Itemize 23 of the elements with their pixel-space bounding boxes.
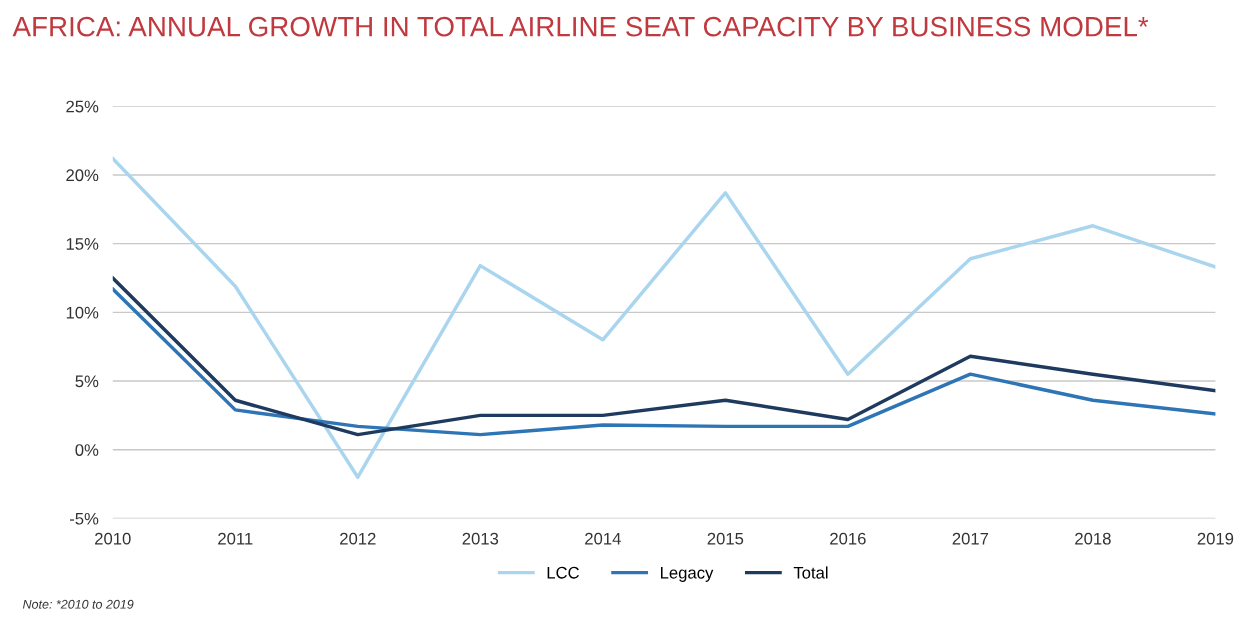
legend-label: Total [793,566,828,579]
line-series [112,156,1216,479]
y-tick-label: 25% [66,100,99,113]
x-tick-label: 2019 [1197,532,1234,545]
legend-label: Legacy [660,567,714,582]
chart-title: AFRICA: ANNUAL GROWTH IN TOTAL AIRLINE SEAT CAPACITY BY BUSINESS MODEL* [12,16,1149,37]
y-tick-label: -5% [69,512,99,525]
x-tick-label: 2013 [462,532,499,545]
legend-label: LCC [547,566,579,579]
x-tick-label: 2011 [218,532,253,545]
x-tick-label: 2014 [585,532,621,545]
x-tick-label: 2012 [340,532,376,545]
x-tick-label: 2018 [1075,532,1111,545]
text: Note: *2010 to 2019 [22,599,134,609]
y-tick-label: 10% [66,306,99,319]
x-tick-label: 2017 [952,532,989,545]
x-tick-label: 2016 [830,532,866,545]
y-tick-label: 15% [66,238,99,250]
y-tick-label: 5% [75,375,99,388]
y-tick-label: 0% [75,444,99,456]
x-tick-label: 2015 [707,532,744,545]
x-tick-label: 2010 [95,532,131,545]
y-tick-label: 20% [66,169,99,182]
